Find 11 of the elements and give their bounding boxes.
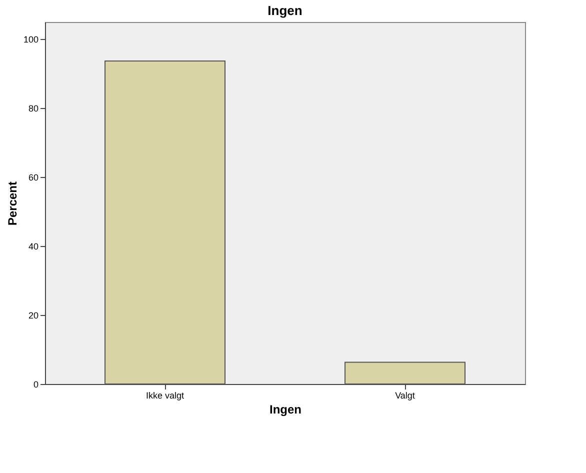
y-tick-label: 100	[23, 34, 38, 45]
y-tick-label: 80	[28, 104, 38, 114]
x-tick-label: Valgt	[395, 390, 416, 400]
x-tick-label: Ikke valgt	[146, 390, 184, 400]
y-tick-label: 20	[28, 310, 38, 321]
chart-title: Ingen	[268, 3, 302, 18]
y-tick-label: 40	[28, 242, 38, 252]
y-tick-label: 0	[33, 380, 38, 390]
y-axis-title: Percent	[5, 181, 20, 226]
y-tick-label: 60	[28, 172, 38, 183]
x-axis-title: Ingen	[270, 402, 302, 416]
